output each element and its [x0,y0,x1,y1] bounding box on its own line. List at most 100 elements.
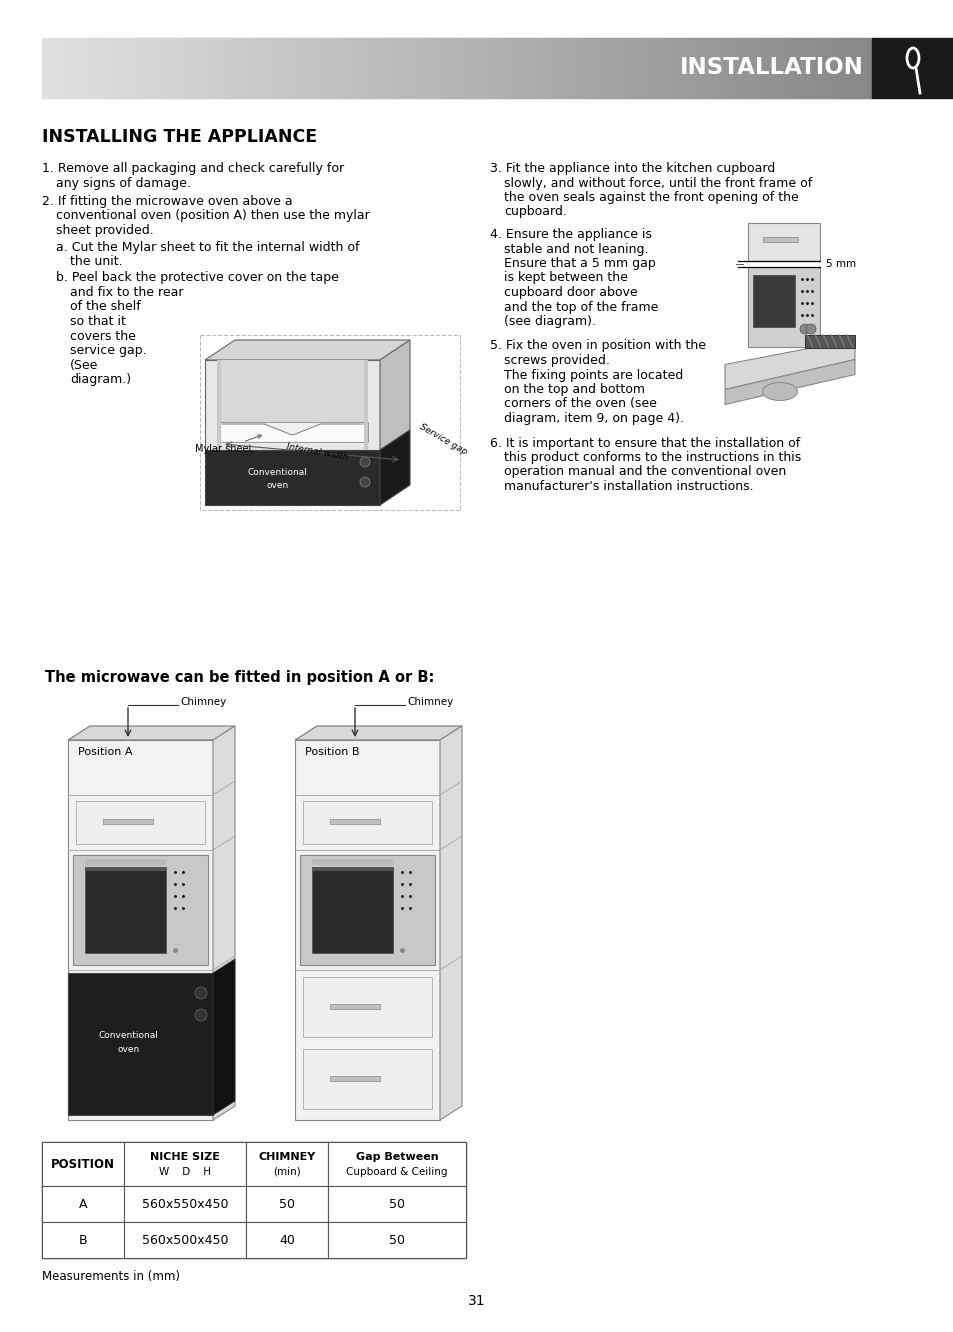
Bar [481,39,485,99]
Bar [692,39,695,99]
Bar [174,39,178,99]
Bar [91,39,95,99]
Bar [476,39,479,99]
Bar [429,39,433,99]
Bar [330,1004,379,1010]
Bar [611,39,615,99]
Bar [506,39,510,99]
Bar [42,39,46,99]
Bar [675,39,679,99]
Bar [312,859,393,864]
Bar [678,39,681,99]
Bar [830,39,833,99]
Bar [634,39,638,99]
Bar [570,39,574,99]
Bar [661,39,665,99]
Text: the oven seals against the front opening of the: the oven seals against the front opening… [503,190,798,204]
Bar [656,39,659,99]
Text: (see diagram).: (see diagram). [503,314,596,328]
Bar [865,39,869,99]
Bar [871,39,953,99]
Bar [294,39,297,99]
Bar [75,39,79,99]
Bar [131,39,134,99]
Text: Measurements in (mm): Measurements in (mm) [42,1269,180,1283]
Text: conventional oven (position A) then use the mylar: conventional oven (position A) then use … [56,209,370,222]
Bar [109,39,112,99]
Bar [328,1185,465,1221]
Bar [473,39,476,99]
Bar [714,39,718,99]
Bar [816,39,820,99]
Bar [558,39,562,99]
Bar [357,39,361,99]
Text: The fixing points are located: The fixing points are located [503,369,682,381]
Bar [420,39,424,99]
Bar [376,39,380,99]
Bar [103,39,107,99]
Bar [250,39,253,99]
Bar [42,1185,124,1221]
Text: cupboard.: cupboard. [503,205,566,218]
Bar [512,39,516,99]
Bar [802,39,805,99]
Bar [800,39,803,99]
Bar [827,39,831,99]
Bar [70,39,73,99]
Bar [631,39,635,99]
Bar [124,1185,246,1221]
Bar [167,39,170,99]
Bar [227,39,231,99]
Text: on the top and bottom: on the top and bottom [503,384,644,396]
Bar [733,39,737,99]
Bar [653,39,657,99]
Polygon shape [294,726,461,741]
Bar [371,39,375,99]
Bar [313,39,316,99]
Bar [294,741,439,1120]
Bar [794,39,798,99]
Bar [407,39,411,99]
Bar [124,1221,246,1257]
Bar [509,39,513,99]
Bar [324,39,328,99]
Bar [868,39,872,99]
Text: (See: (See [70,358,98,372]
Text: 4. Ensure the appliance is: 4. Ensure the appliance is [490,228,651,241]
Bar [741,39,745,99]
Bar [219,39,223,99]
Bar [141,39,145,99]
Bar [417,39,421,99]
Polygon shape [804,334,854,348]
Bar [112,39,114,99]
Bar [282,39,286,99]
Bar [551,39,555,99]
Bar [257,39,261,99]
Bar [539,39,543,99]
Bar [56,39,59,99]
Bar [139,39,142,99]
Bar [299,855,435,964]
Bar [136,39,140,99]
Bar [42,1142,465,1257]
Bar [554,39,557,99]
Text: 560x500x450: 560x500x450 [142,1233,228,1247]
Bar [189,39,193,99]
Bar [205,450,379,505]
Bar [515,39,518,99]
Bar [454,39,457,99]
Text: Internal width: Internal width [285,442,348,462]
Bar [849,39,853,99]
Bar [94,39,98,99]
Text: INSTALLING THE APPLIANCE: INSTALLING THE APPLIANCE [42,128,316,147]
Text: and fix to the rear: and fix to the rear [70,286,183,298]
Bar [841,39,844,99]
Bar [122,39,126,99]
Bar [736,39,740,99]
Bar [285,39,289,99]
Bar [451,39,455,99]
Bar [277,39,280,99]
Bar [144,39,148,99]
Bar [368,39,372,99]
Bar [67,39,71,99]
